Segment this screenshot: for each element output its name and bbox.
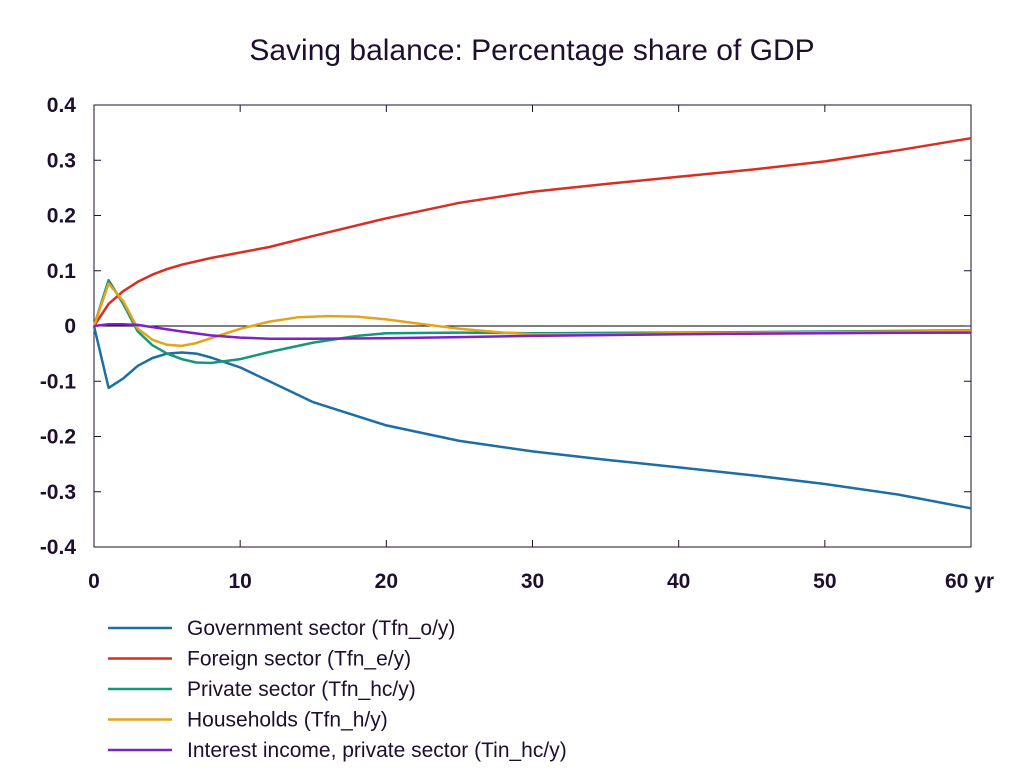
series-line-1 — [92, 325, 972, 510]
y-tick-label: 0.4 — [47, 94, 77, 117]
legend-item: Households (Tfn_h/y) — [108, 709, 388, 732]
y-tick-label: -0.4 — [40, 536, 77, 559]
legend-label: Government sector (Tfn_o/y) — [187, 617, 455, 640]
legend-item: Government sector (Tfn_o/y) — [108, 617, 455, 640]
legend-label: Interest income, private sector (Tin_hc/… — [187, 739, 567, 762]
legend-item: Private sector (Tfn_hc/y) — [108, 678, 416, 701]
y-tick-label: -0.1 — [40, 370, 77, 393]
y-tick-label: 0.2 — [47, 205, 76, 228]
y-axis: -0.4 -0.3 -0.2 -0.1 0 0.1 0.2 0.3 0.4 — [40, 94, 971, 559]
plot-area — [93, 104, 972, 548]
series-line-5 — [93, 323, 972, 340]
y-tick-label: 0.3 — [47, 149, 76, 172]
series-line-3 — [92, 278, 972, 365]
x-tick-label: 10 — [228, 570, 251, 593]
chart-title: Saving balance: Percentage share of GDP — [249, 34, 814, 67]
x-axis: 0 10 20 30 40 50 60 yr — [88, 105, 994, 593]
y-tick-label: 0.1 — [47, 260, 77, 283]
legend-item: Interest income, private sector (Tin_hc/… — [108, 739, 567, 762]
series-line-2 — [92, 136, 972, 327]
y-tick-label: -0.2 — [40, 426, 76, 449]
series-group — [92, 136, 972, 510]
y-tick-label: -0.3 — [40, 481, 76, 504]
x-tick-label: 60 yr — [945, 570, 994, 593]
x-tick-label: 40 — [667, 570, 690, 593]
y-tick-label: 0 — [64, 315, 76, 338]
x-tick-label: 30 — [521, 570, 544, 593]
legend-item: Foreign sector (Tfn_e/y) — [108, 648, 411, 671]
x-tick-label: 20 — [375, 570, 398, 593]
legend-label: Households (Tfn_h/y) — [187, 709, 388, 732]
legend-label: Private sector (Tfn_hc/y) — [187, 678, 416, 701]
legend: Government sector (Tfn_o/y) Foreign secto… — [108, 617, 567, 762]
x-tick-label: 50 — [813, 570, 836, 593]
x-tick-label: 0 — [88, 570, 100, 593]
series-line-4 — [92, 282, 972, 348]
legend-label: Foreign sector (Tfn_e/y) — [187, 648, 411, 671]
